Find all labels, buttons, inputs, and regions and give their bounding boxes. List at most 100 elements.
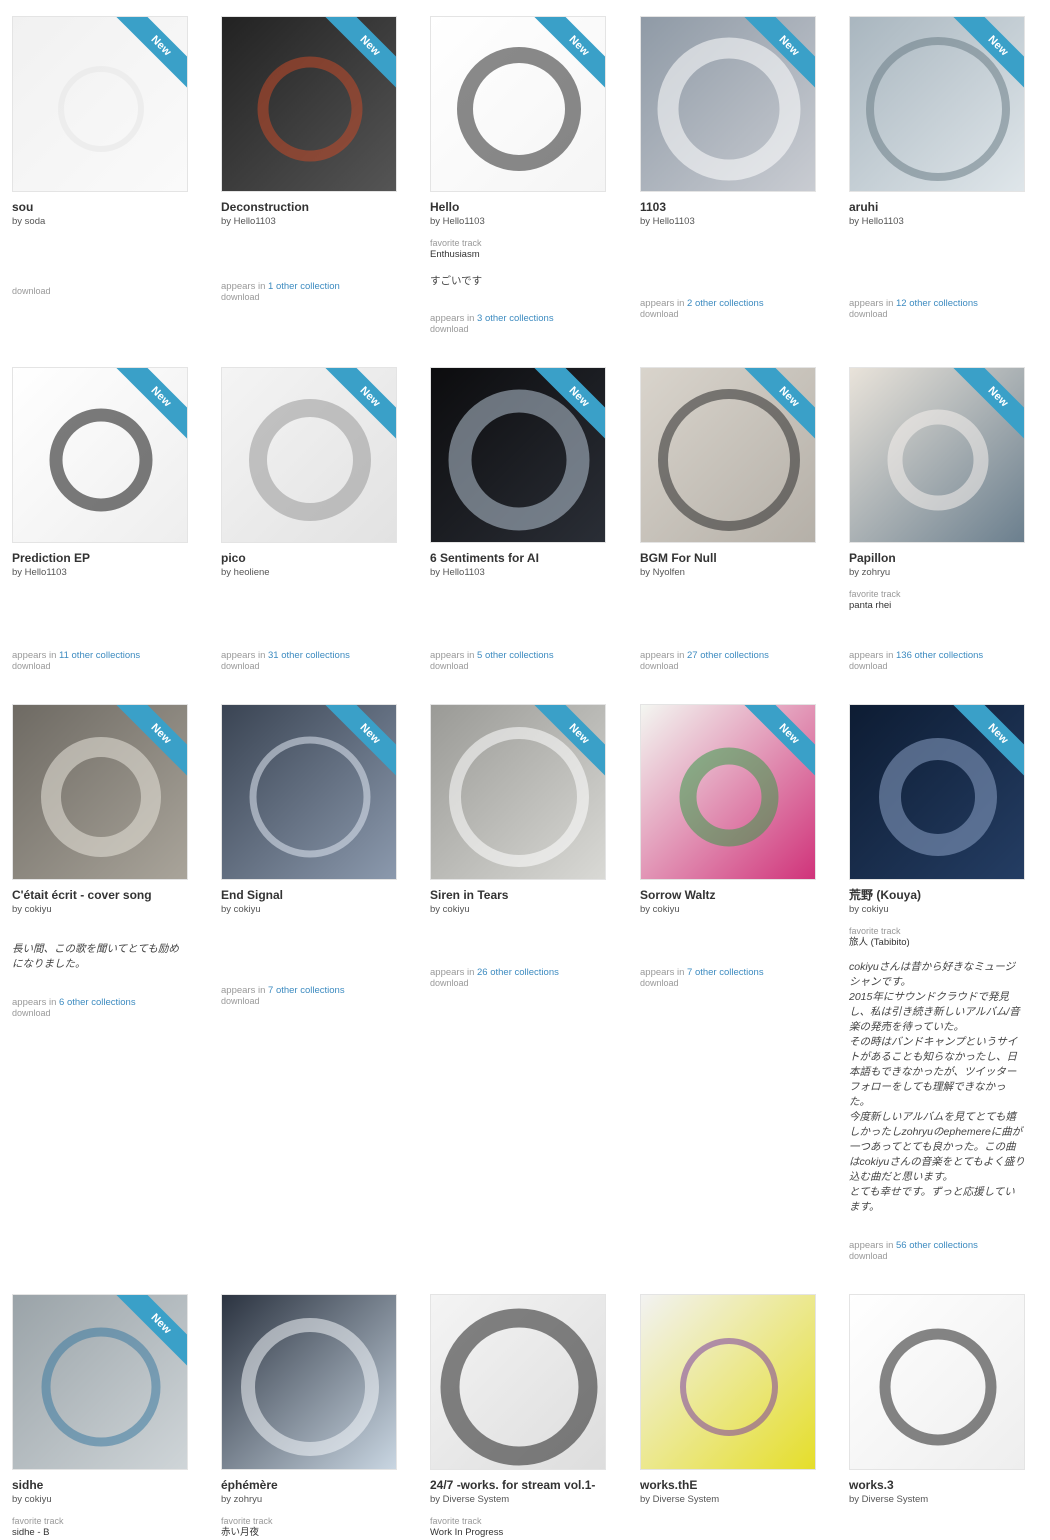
album-artist[interactable]: by soda bbox=[12, 216, 46, 227]
other-collections-link[interactable]: 26 other collections bbox=[477, 967, 559, 978]
album-art-graphic bbox=[448, 389, 590, 531]
other-collections-link[interactable]: 6 other collections bbox=[59, 997, 136, 1008]
album-title[interactable]: End Signal bbox=[221, 888, 284, 902]
album-title[interactable]: Siren in Tears bbox=[430, 888, 509, 902]
album-title[interactable]: 荒野 (Kouya) bbox=[849, 888, 922, 902]
album-artist[interactable]: by cokiyu bbox=[640, 904, 680, 915]
appears-in-label: appears in bbox=[12, 997, 60, 1008]
download-link[interactable]: download bbox=[221, 661, 260, 671]
album-art[interactable]: New bbox=[849, 16, 1025, 192]
album-title[interactable]: aruhi bbox=[849, 200, 879, 214]
album-artist[interactable]: by cokiyu bbox=[849, 904, 889, 915]
download-link[interactable]: download bbox=[430, 661, 469, 671]
download-link[interactable]: download bbox=[430, 324, 469, 334]
fan-comment: cokiyuさんは昔から好きなミュージシャンです。 2015年にサウンドクラウド… bbox=[849, 961, 1025, 1213]
favorite-track-name: 赤い月夜 bbox=[221, 1527, 260, 1538]
download-link[interactable]: download bbox=[849, 1251, 888, 1261]
album-art[interactable]: New bbox=[221, 367, 397, 543]
other-collections-link[interactable]: 5 other collections bbox=[477, 650, 554, 661]
album-artist[interactable]: by Nyolfen bbox=[640, 567, 685, 578]
album-artist[interactable]: by zohryu bbox=[221, 1494, 263, 1505]
album-art[interactable]: New bbox=[640, 704, 816, 880]
album-artist[interactable]: by cokiyu bbox=[12, 1494, 52, 1505]
album-title[interactable]: C'était écrit - cover song bbox=[12, 888, 152, 902]
album-artist[interactable]: by heoliene bbox=[221, 567, 270, 578]
album-artist[interactable]: by Diverse System bbox=[430, 1494, 510, 1505]
album-title[interactable]: Hello bbox=[430, 200, 460, 214]
appears-in: appears in 27 other collections bbox=[640, 650, 769, 661]
download-link[interactable]: download bbox=[640, 309, 679, 319]
album-art[interactable] bbox=[849, 1294, 1025, 1470]
album-title[interactable]: works.3 bbox=[849, 1478, 894, 1492]
album-title[interactable]: Papillon bbox=[849, 551, 896, 565]
album-artist[interactable]: by Diverse System bbox=[849, 1494, 929, 1505]
album-art[interactable]: New bbox=[221, 16, 397, 192]
other-collections-link[interactable]: 27 other collections bbox=[687, 650, 769, 661]
other-collections-link[interactable]: 7 other collections bbox=[687, 967, 764, 978]
album-art[interactable]: New bbox=[849, 704, 1025, 880]
album-title[interactable]: sou bbox=[12, 200, 34, 214]
album-art[interactable]: New bbox=[849, 367, 1025, 543]
other-collections-link[interactable]: 7 other collections bbox=[268, 985, 345, 996]
appears-in: appears in 11 other collections bbox=[12, 650, 140, 661]
album-item: New sidhe by cokiyu favorite track sidhe - B bbox=[12, 1294, 188, 1539]
other-collections-link[interactable]: 2 other collections bbox=[687, 298, 764, 309]
album-art[interactable]: New bbox=[640, 16, 816, 192]
download-link[interactable]: download bbox=[640, 661, 679, 671]
album-artist[interactable]: by cokiyu bbox=[221, 904, 261, 915]
album-title[interactable]: Prediction EP bbox=[12, 551, 91, 565]
album-title[interactable]: 1103 bbox=[640, 200, 667, 214]
download-link[interactable]: download bbox=[12, 1008, 51, 1018]
other-collections-link[interactable]: 31 other collections bbox=[268, 650, 350, 661]
album-title[interactable]: 24/7 -works. for stream vol.1- bbox=[430, 1478, 596, 1492]
album-title[interactable]: sidhe bbox=[12, 1478, 44, 1492]
album-title[interactable]: 6 Sentiments for AI bbox=[430, 551, 539, 565]
album-art[interactable]: New bbox=[12, 704, 188, 880]
other-collections-link[interactable]: 1 other collection bbox=[268, 281, 340, 292]
other-collections-link[interactable]: 56 other collections bbox=[896, 1240, 978, 1251]
album-art[interactable]: New bbox=[430, 704, 606, 880]
album-art[interactable]: New bbox=[430, 16, 606, 192]
album-title[interactable]: pico bbox=[221, 551, 246, 565]
appears-in: appears in 26 other collections bbox=[430, 967, 559, 978]
album-title[interactable]: BGM For Null bbox=[640, 551, 717, 565]
album-artist[interactable]: by Hello1103 bbox=[430, 216, 485, 227]
download-link[interactable]: download bbox=[849, 309, 888, 319]
album-art[interactable] bbox=[430, 1294, 606, 1470]
download-link[interactable]: download bbox=[221, 996, 260, 1006]
album-art[interactable]: New bbox=[640, 367, 816, 543]
download-link[interactable]: download bbox=[12, 286, 51, 296]
other-collections-link[interactable]: 3 other collections bbox=[477, 313, 554, 324]
download-link[interactable]: download bbox=[12, 661, 51, 671]
album-art[interactable] bbox=[640, 1294, 816, 1470]
album-title[interactable]: works.thE bbox=[640, 1478, 698, 1492]
album-art[interactable]: New bbox=[12, 367, 188, 543]
album-artist[interactable]: by Hello1103 bbox=[849, 216, 904, 227]
download-link[interactable]: download bbox=[640, 978, 679, 988]
other-collections-link[interactable]: 136 other collections bbox=[896, 650, 984, 661]
album-art[interactable]: New bbox=[12, 1294, 188, 1470]
album-art[interactable]: New bbox=[430, 367, 606, 543]
album-art[interactable]: New bbox=[12, 16, 188, 192]
album-art[interactable] bbox=[221, 1294, 397, 1470]
download-link[interactable]: download bbox=[430, 978, 469, 988]
album-art[interactable]: New bbox=[221, 704, 397, 880]
album-title[interactable]: Sorrow Waltz bbox=[640, 888, 716, 902]
album-artist[interactable]: by Hello1103 bbox=[221, 216, 276, 227]
other-collections-link[interactable]: 11 other collections bbox=[59, 650, 141, 661]
album-artist[interactable]: by cokiyu bbox=[12, 904, 52, 915]
album-artist[interactable]: by Diverse System bbox=[640, 1494, 720, 1505]
download-link[interactable]: download bbox=[849, 661, 888, 671]
album-artist[interactable]: by zohryu bbox=[849, 567, 891, 578]
album-artist[interactable]: by Hello1103 bbox=[12, 567, 67, 578]
album-art-graphic bbox=[41, 1327, 161, 1447]
download-link[interactable]: download bbox=[221, 292, 260, 302]
album-item: New Sorrow Waltz by cokiyu bbox=[640, 704, 816, 916]
album-artist[interactable]: by cokiyu bbox=[430, 904, 470, 915]
album-artist[interactable]: by Hello1103 bbox=[430, 567, 485, 578]
album-title[interactable]: éphémère bbox=[221, 1478, 278, 1492]
appears-in-label: appears in bbox=[640, 967, 688, 978]
other-collections-link[interactable]: 12 other collections bbox=[896, 298, 978, 309]
album-title[interactable]: Deconstruction bbox=[221, 200, 310, 214]
album-artist[interactable]: by Hello1103 bbox=[640, 216, 695, 227]
